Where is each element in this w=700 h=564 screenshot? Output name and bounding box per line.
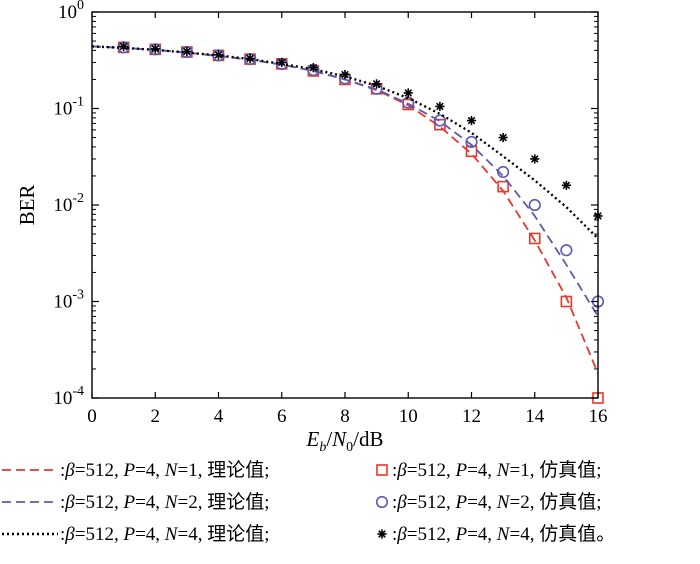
x-tick-label: 16 [589,406,608,427]
series-5-point [372,79,382,89]
series-5-point [435,101,445,112]
series-1-point [497,180,509,193]
series-2-line [92,45,598,317]
legend-label: :β=512, P=4, N=1, 理论值; [60,459,270,481]
legend-item: :β=512, P=4, N=1, 理论值; [2,459,270,481]
y-tick-label: 10-4 [53,384,84,409]
series-5-point [245,53,255,64]
series-3-point [528,198,541,212]
series-5-point [561,180,571,190]
legend-marker-swatch [377,529,387,539]
legend-label: :β=512, P=4, N=2, 理论值; [60,491,270,513]
legend: :β=512, P=4, N=1, 理论值; :β=512, P=4, N=1, … [2,459,615,545]
legend-item: :β=512, P=4, N=4, 仿真值。 [377,523,615,545]
series-3-point [465,135,478,149]
y-tick-label: 10-3 [53,288,84,313]
legend-item: :β=512, P=4, N=4, 理论值; [2,523,270,545]
y-axis-label: BER [15,185,39,226]
x-tick-label: 8 [340,406,350,427]
legend-item: :β=512, P=4, N=1, 仿真值; [376,459,602,481]
series-5-point [340,69,350,80]
y-tick-label: 100 [58,0,84,23]
series-5-point [119,41,129,52]
x-tick-label: 10 [399,406,418,427]
x-tick-label: 6 [277,406,287,427]
axes: 0 2 4 6 8 10 12 14 16 100 10-1 10-2 10-3 10-4 Eb/N0/dB… [15,0,608,455]
series-1-point [560,295,573,308]
series-5-point [308,63,318,73]
legend-item: :β=512, P=4, N=2, 理论值; [2,491,270,513]
series-5-point [213,50,224,60]
series-5-point [530,154,540,164]
x-axis-label: Eb/N0/dB [305,427,383,455]
legend-label: :β=512, P=4, N=4, 理论值; [60,523,270,545]
x-tick-label: 2 [151,406,161,427]
legend-label: :β=512, P=4, N=2, 仿真值; [392,491,602,513]
series-5-point [403,88,413,98]
y-tick-label: 10-2 [53,191,84,216]
series-3-point [497,165,510,179]
series-3-point [149,43,162,56]
legend-marker-swatch [375,495,389,509]
x-tick-label: 0 [87,406,97,427]
series-1-point [528,232,541,245]
axes-box [91,11,599,399]
series-1-point [465,145,478,158]
series-5-point [466,115,477,126]
legend-marker-swatch [376,464,388,476]
x-tick-label: 4 [214,406,224,427]
series-5-point [277,57,287,68]
series-3-point [244,53,257,66]
legend-label: :β=512, P=4, N=1, 仿真值; [392,459,602,481]
x-tick-label: 12 [462,406,481,427]
series-0-line [92,45,598,374]
series-5-point [150,44,160,54]
x-tick-label: 14 [525,406,545,427]
legend-item: :β=512, P=4, N=2, 仿真值; [375,491,602,513]
series-5-point [182,46,192,57]
plot-area [92,41,605,404]
series-5-point [498,132,508,143]
y-tick-label: 10-1 [53,95,84,120]
series-3-point [433,114,446,127]
series-3-point [560,244,573,257]
legend-label: :β=512, P=4, N=4, 仿真值。 [392,523,615,545]
